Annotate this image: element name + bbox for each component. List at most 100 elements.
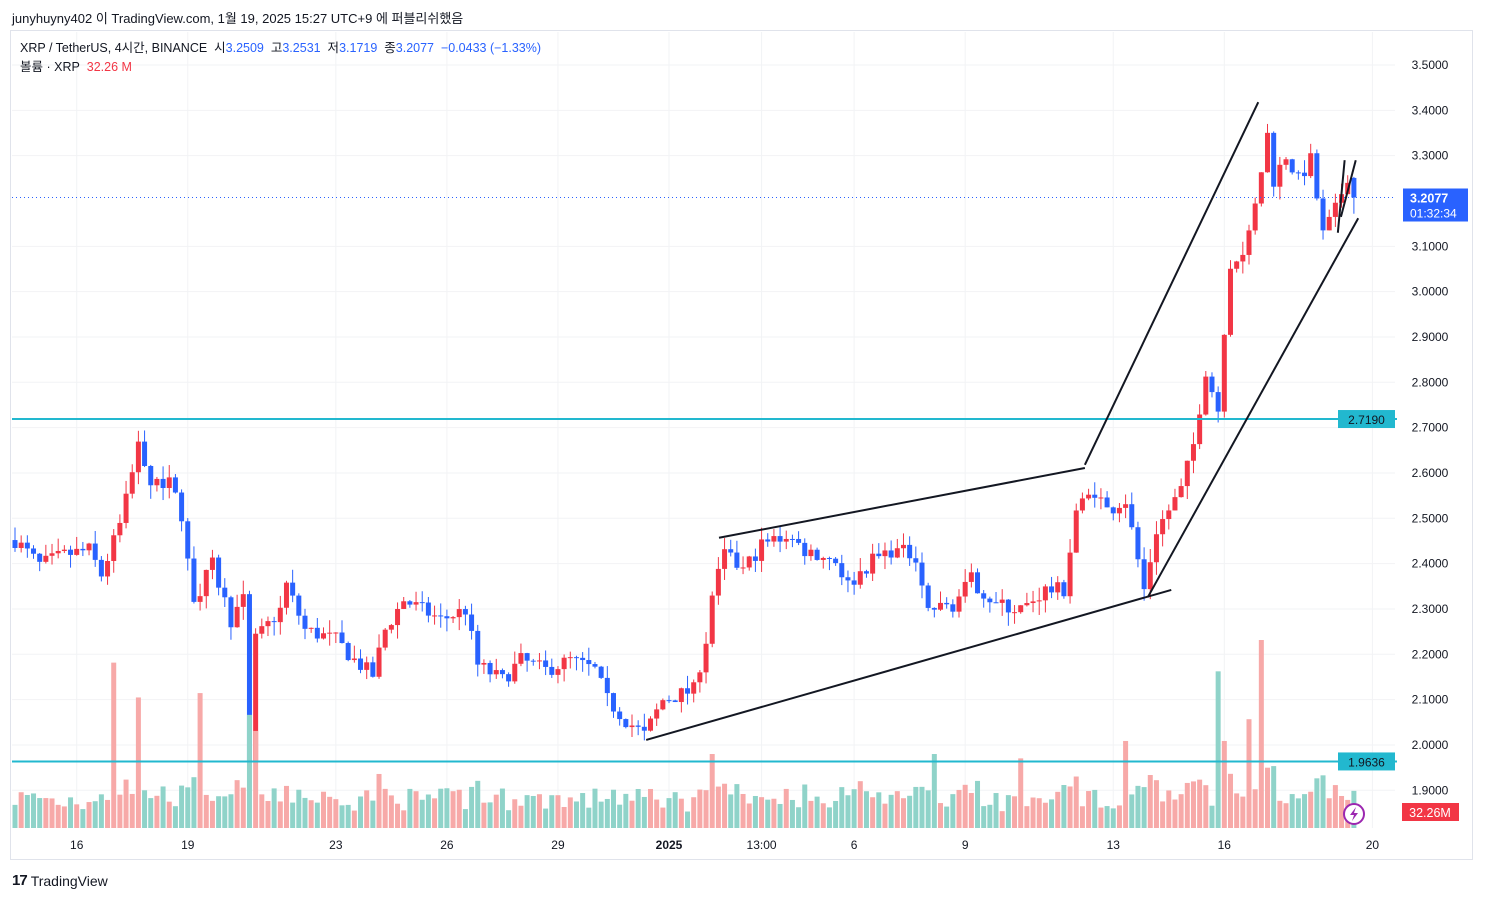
volume-bar xyxy=(358,796,364,828)
candle-body xyxy=(216,557,222,588)
current-price-label: 3.2077 xyxy=(1410,191,1448,205)
lightning-icon-glyph xyxy=(1350,807,1358,821)
volume-bar xyxy=(419,799,425,828)
candle-body xyxy=(826,557,832,559)
candle-body xyxy=(259,626,265,634)
volume-bar xyxy=(135,697,141,828)
candle-body xyxy=(148,465,154,486)
volume-label[interactable]: 볼륨 · XRP xyxy=(20,60,80,74)
y-tick-label: 2.3000 xyxy=(1412,602,1449,616)
volume-bar xyxy=(364,790,370,828)
candle-body xyxy=(481,662,487,665)
volume-bar xyxy=(179,785,185,828)
volume-bar xyxy=(327,796,333,828)
volume-bar xyxy=(123,779,129,828)
candle-body xyxy=(246,594,252,762)
candle-body xyxy=(777,536,783,542)
candle-body xyxy=(956,596,962,612)
volume-bar xyxy=(382,788,388,828)
volume-bar xyxy=(1024,806,1030,828)
volume-bar xyxy=(351,810,357,828)
volume-bar xyxy=(333,799,339,828)
volume-bar xyxy=(1302,794,1308,828)
candle-body xyxy=(1104,497,1110,508)
candle-body xyxy=(839,563,845,578)
candle-body xyxy=(678,688,684,703)
volume-bar xyxy=(1061,784,1067,828)
x-tick-label: 6 xyxy=(851,838,858,852)
candle-body xyxy=(1018,605,1024,613)
candle-body xyxy=(580,657,586,661)
candle-body xyxy=(1314,153,1320,199)
volume-bar xyxy=(845,795,851,828)
candle-body xyxy=(512,663,518,682)
brand-name: TradingView xyxy=(30,872,108,889)
volume-bar xyxy=(1240,796,1246,828)
candle-body xyxy=(870,553,876,574)
candle-body xyxy=(789,538,795,540)
volume-bar xyxy=(432,798,438,828)
volume-bar xyxy=(129,793,135,828)
y-tick-label: 2.4000 xyxy=(1412,557,1449,571)
candle-body xyxy=(1061,582,1067,597)
candle-body xyxy=(358,658,364,670)
trendline xyxy=(645,588,1172,741)
candle-body xyxy=(240,594,246,607)
volume-bar xyxy=(759,797,765,828)
candle-body xyxy=(1271,132,1277,187)
y-tick-label: 2.8000 xyxy=(1412,375,1449,389)
candle-body xyxy=(820,557,826,560)
candle-body xyxy=(37,553,43,562)
volume-bar xyxy=(629,800,635,828)
candle-body xyxy=(888,550,894,558)
tv-logo-icon: 17 xyxy=(12,872,28,889)
tradingview-logo[interactable]: 17 TradingView xyxy=(12,872,108,889)
x-tick-label: 29 xyxy=(551,838,565,852)
candle-body xyxy=(31,548,37,554)
candle-body xyxy=(1277,164,1283,187)
candle-body xyxy=(715,568,721,596)
candle-body xyxy=(709,595,715,644)
y-tick-label: 3.1000 xyxy=(1412,239,1449,253)
volume-bar xyxy=(321,791,326,828)
candle-body xyxy=(265,621,271,627)
volume-bar xyxy=(481,802,487,828)
candle-body xyxy=(561,657,567,670)
candle-body xyxy=(506,674,512,682)
candle-body xyxy=(950,604,956,612)
volume-bar xyxy=(641,796,647,828)
candle-body xyxy=(203,569,209,597)
symbol-info[interactable]: XRP / TetherUS, 4시간, BINANCE xyxy=(20,41,208,55)
candle-body xyxy=(1203,376,1209,415)
candle-body xyxy=(179,492,185,522)
volume-bar xyxy=(1123,740,1129,828)
volume-bar xyxy=(1314,778,1320,828)
volume-bar xyxy=(999,811,1005,828)
x-tick-label: 13:00 xyxy=(747,838,777,852)
candle-body xyxy=(610,693,616,712)
candle-body xyxy=(783,538,789,542)
candle-body xyxy=(796,538,802,543)
candle-body xyxy=(43,555,49,562)
candle-body xyxy=(728,549,734,553)
candle-body xyxy=(129,472,135,494)
candle-body xyxy=(617,711,623,720)
volume-bar xyxy=(283,785,289,828)
candle-body xyxy=(24,542,30,549)
candle-body xyxy=(438,615,444,617)
volume-bar xyxy=(709,754,715,828)
volume-bar xyxy=(777,803,783,828)
volume-tag xyxy=(1402,803,1459,821)
volume-bar xyxy=(1116,805,1122,828)
volume-bar xyxy=(43,798,49,828)
volume-bar xyxy=(290,802,296,828)
candle-body xyxy=(1005,599,1011,613)
volume-bar xyxy=(444,788,450,828)
candle-body xyxy=(339,632,345,644)
candle-body xyxy=(135,441,141,473)
volume-bar xyxy=(931,754,937,828)
candle-body xyxy=(1098,497,1104,499)
candle-body xyxy=(1332,202,1338,217)
y-tick-label: 2.9000 xyxy=(1412,330,1449,344)
